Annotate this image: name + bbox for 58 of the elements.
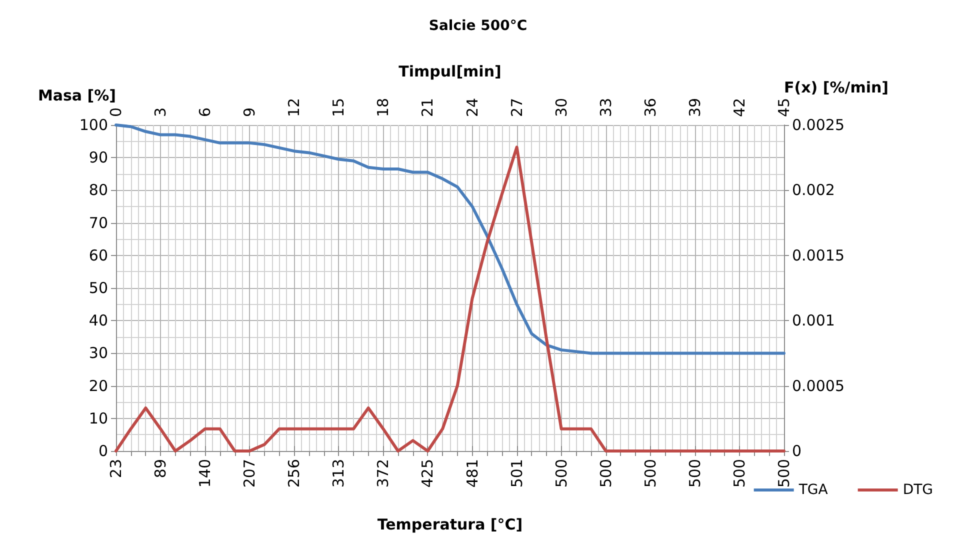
x-tick-label: 140 xyxy=(196,459,214,488)
y-tick-label: 50 xyxy=(88,279,108,297)
x-tick-label: 256 xyxy=(285,459,304,488)
y2-tick-label: 0.002 xyxy=(792,181,835,200)
y-tick-label: 80 xyxy=(88,181,108,200)
y-tick-label: 0 xyxy=(98,442,108,460)
x-tick-label: 500 xyxy=(596,459,615,488)
y-tick-label: 60 xyxy=(88,246,108,264)
x2-tick-label: 12 xyxy=(285,98,304,117)
x2-tick-label: 24 xyxy=(463,98,482,117)
y2-tick-label: 0 xyxy=(792,442,802,460)
x-tick-label: 89 xyxy=(152,459,170,478)
y2-axis-title: F(x) [%/min] xyxy=(784,78,889,97)
x2-tick-label: 27 xyxy=(508,98,526,117)
x2-tick-label: 3 xyxy=(152,107,170,117)
y-tick-label: 100 xyxy=(79,116,108,134)
y-tick-label: 20 xyxy=(88,376,108,395)
x2-tick-label: 45 xyxy=(775,98,793,117)
x-tick-label: 372 xyxy=(374,459,392,488)
x-tick-label: 500 xyxy=(730,459,748,488)
x-tick-label: 313 xyxy=(330,459,348,488)
x2-tick-label: 42 xyxy=(730,98,748,117)
legend-label: TGA xyxy=(798,482,828,498)
x-tick-label: 500 xyxy=(686,459,704,488)
x-tick-label: 23 xyxy=(107,459,125,478)
x-tick-label: 425 xyxy=(418,459,437,488)
y2-tick-label: 0.001 xyxy=(792,312,835,330)
line-series xyxy=(114,124,786,355)
legend-label: DTG xyxy=(902,482,934,498)
x-tick-label: 207 xyxy=(240,459,259,488)
chart-title: Salcie 500°C xyxy=(428,18,528,34)
y-tick-label: 10 xyxy=(88,409,108,428)
y-tick-label: 90 xyxy=(88,148,108,167)
x2-tick-label: 21 xyxy=(418,98,437,117)
x2-tick-label: 0 xyxy=(107,107,125,117)
x-tick-label: 500 xyxy=(641,459,660,488)
x-tick-label: 500 xyxy=(552,459,570,488)
y-tick-label: 70 xyxy=(88,214,108,232)
y-tick-label: 40 xyxy=(88,312,108,330)
x2-tick-label: 36 xyxy=(641,98,660,117)
y2-tick-label: 0.0015 xyxy=(792,246,844,264)
y2-tick-label: 0.0025 xyxy=(792,116,844,134)
x-tick-label: 481 xyxy=(463,459,482,488)
x2-tick-label: 15 xyxy=(330,98,348,117)
x2-tick-label: 6 xyxy=(196,107,214,117)
x2-tick-label: 33 xyxy=(596,98,615,117)
x2-tick-label: 30 xyxy=(552,98,570,117)
x2-axis-title: Timpul[min] xyxy=(398,62,502,80)
y-axis-title: Masa [%] xyxy=(38,86,116,104)
x-axis-title: Temperatura [°C] xyxy=(377,516,523,534)
line-series xyxy=(114,146,786,452)
y2-tick-label: 0.0005 xyxy=(792,376,844,395)
x2-tick-label: 9 xyxy=(240,107,259,117)
x-tick-label: 500 xyxy=(775,459,793,488)
x2-tick-label: 18 xyxy=(374,98,392,117)
x2-tick-label: 39 xyxy=(686,98,704,117)
x-tick-label: 501 xyxy=(508,459,526,488)
y-tick-label: 30 xyxy=(88,344,108,362)
